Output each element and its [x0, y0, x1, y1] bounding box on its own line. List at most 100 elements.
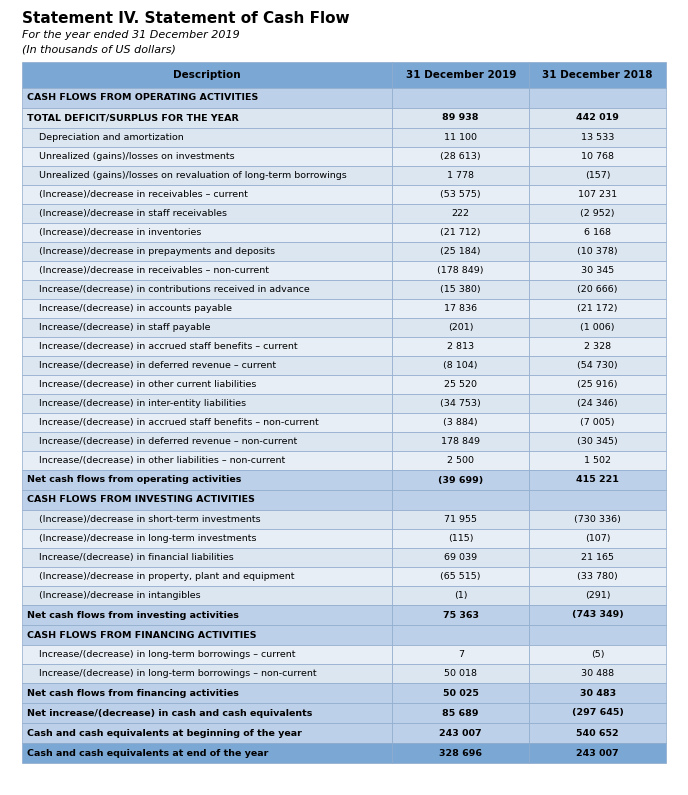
- Text: Increase/(decrease) in other liabilities – non-current: Increase/(decrease) in other liabilities…: [39, 456, 286, 465]
- Bar: [529, 88, 666, 108]
- Bar: [392, 261, 529, 280]
- Bar: [22, 723, 392, 743]
- Text: (Increase)/decrease in short-term investments: (Increase)/decrease in short-term invest…: [39, 515, 261, 524]
- Bar: [392, 356, 529, 375]
- Text: Unrealized (gains)/losses on revaluation of long-term borrowings: Unrealized (gains)/losses on revaluation…: [39, 171, 347, 180]
- Bar: [529, 166, 666, 185]
- Bar: [22, 147, 392, 166]
- Bar: [392, 299, 529, 318]
- Bar: [22, 318, 392, 337]
- Bar: [392, 645, 529, 664]
- Bar: [22, 375, 392, 394]
- Bar: [392, 147, 529, 166]
- Text: Net cash flows from financing activities: Net cash flows from financing activities: [27, 688, 239, 697]
- Bar: [529, 242, 666, 261]
- Text: Increase/(decrease) in inter-entity liabilities: Increase/(decrease) in inter-entity liab…: [39, 399, 246, 408]
- Bar: [22, 510, 392, 529]
- Text: Net cash flows from operating activities: Net cash flows from operating activities: [27, 475, 241, 484]
- Text: 30 488: 30 488: [581, 669, 614, 678]
- Bar: [529, 223, 666, 242]
- Text: 222: 222: [452, 209, 470, 218]
- Bar: [529, 62, 666, 88]
- Text: (20 666): (20 666): [577, 285, 618, 294]
- Bar: [392, 490, 529, 510]
- Bar: [529, 567, 666, 586]
- Bar: [392, 375, 529, 394]
- Text: (39 699): (39 699): [438, 475, 484, 484]
- Text: 31 December 2019: 31 December 2019: [405, 70, 516, 80]
- Bar: [529, 664, 666, 683]
- Bar: [392, 743, 529, 763]
- Bar: [529, 280, 666, 299]
- Text: Increase/(decrease) in deferred revenue – current: Increase/(decrease) in deferred revenue …: [39, 361, 276, 370]
- Bar: [392, 413, 529, 432]
- Text: Increase/(decrease) in other current liabilities: Increase/(decrease) in other current lia…: [39, 380, 257, 389]
- Bar: [529, 625, 666, 645]
- Text: 415 221: 415 221: [576, 475, 619, 484]
- Bar: [392, 567, 529, 586]
- Bar: [529, 490, 666, 510]
- Text: Depreciation and amortization: Depreciation and amortization: [39, 133, 184, 142]
- Bar: [22, 743, 392, 763]
- Bar: [529, 586, 666, 605]
- Text: 13 533: 13 533: [581, 133, 614, 142]
- Bar: [22, 280, 392, 299]
- Text: (25 916): (25 916): [577, 380, 618, 389]
- Bar: [529, 432, 666, 451]
- Bar: [22, 128, 392, 147]
- Bar: [22, 605, 392, 625]
- Bar: [529, 470, 666, 490]
- Text: (25 184): (25 184): [440, 247, 481, 256]
- Bar: [529, 128, 666, 147]
- Text: (21 712): (21 712): [440, 228, 481, 237]
- Bar: [529, 147, 666, 166]
- Text: 30 483: 30 483: [579, 688, 616, 697]
- Bar: [392, 318, 529, 337]
- Text: TOTAL DEFICIT/SURPLUS FOR THE YEAR: TOTAL DEFICIT/SURPLUS FOR THE YEAR: [27, 114, 239, 122]
- Text: 178 849: 178 849: [441, 437, 480, 446]
- Text: (53 575): (53 575): [440, 190, 481, 199]
- Text: 30 345: 30 345: [581, 266, 614, 275]
- Text: (115): (115): [448, 534, 473, 543]
- Bar: [22, 261, 392, 280]
- Bar: [529, 394, 666, 413]
- Text: (In thousands of US dollars): (In thousands of US dollars): [22, 44, 176, 54]
- Text: 31 December 2018: 31 December 2018: [542, 70, 653, 80]
- Bar: [22, 470, 392, 490]
- Text: 2 813: 2 813: [447, 342, 474, 351]
- Text: (34 753): (34 753): [440, 399, 481, 408]
- Text: 243 007: 243 007: [577, 749, 619, 758]
- Text: Increase/(decrease) in contributions received in advance: Increase/(decrease) in contributions rec…: [39, 285, 310, 294]
- Bar: [22, 108, 392, 128]
- Text: (3 884): (3 884): [443, 418, 478, 427]
- Bar: [22, 451, 392, 470]
- Text: (Increase)/decrease in intangibles: (Increase)/decrease in intangibles: [39, 591, 201, 600]
- Bar: [22, 242, 392, 261]
- Text: (178 849): (178 849): [438, 266, 484, 275]
- Text: (297 645): (297 645): [572, 708, 623, 718]
- Text: Cash and cash equivalents at beginning of the year: Cash and cash equivalents at beginning o…: [27, 728, 302, 738]
- Bar: [392, 510, 529, 529]
- Text: 107 231: 107 231: [578, 190, 617, 199]
- Text: Increase/(decrease) in financial liabilities: Increase/(decrease) in financial liabili…: [39, 553, 234, 562]
- Text: 71 955: 71 955: [444, 515, 477, 524]
- Text: (201): (201): [448, 323, 473, 332]
- Bar: [22, 299, 392, 318]
- Bar: [392, 204, 529, 223]
- Text: Unrealized (gains)/losses on investments: Unrealized (gains)/losses on investments: [39, 152, 235, 161]
- Bar: [392, 664, 529, 683]
- Bar: [529, 108, 666, 128]
- Bar: [22, 166, 392, 185]
- Text: 442 019: 442 019: [576, 114, 619, 122]
- Bar: [392, 432, 529, 451]
- Bar: [22, 548, 392, 567]
- Bar: [22, 394, 392, 413]
- Bar: [529, 318, 666, 337]
- Text: 243 007: 243 007: [440, 728, 482, 738]
- Text: (1 006): (1 006): [580, 323, 615, 332]
- Text: (Increase)/decrease in receivables – current: (Increase)/decrease in receivables – cur…: [39, 190, 248, 199]
- Bar: [22, 356, 392, 375]
- Text: (28 613): (28 613): [440, 152, 481, 161]
- Bar: [22, 567, 392, 586]
- Text: 75 363: 75 363: [442, 611, 479, 619]
